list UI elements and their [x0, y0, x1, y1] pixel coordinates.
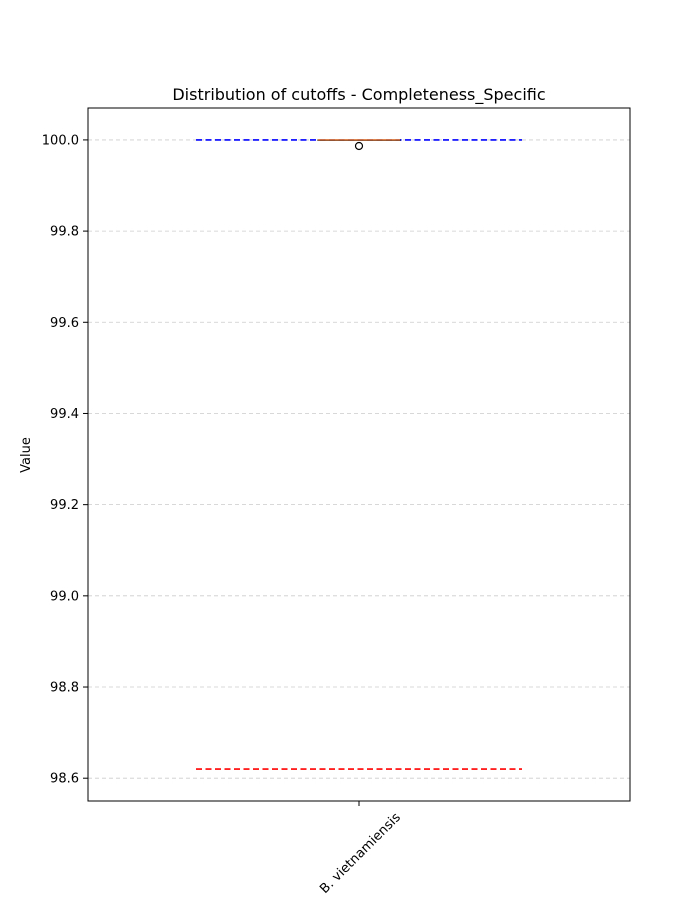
y-tick-label: 100.0 — [42, 133, 79, 148]
chart-title: Distribution of cutoffs - Completeness_S… — [172, 85, 545, 105]
box-elements — [317, 139, 401, 151]
grid-lines — [88, 139, 630, 779]
y-tick-label: 99.8 — [50, 225, 79, 240]
y-tick-label: 99.2 — [50, 498, 79, 513]
y-axis-ticks: 98.6 98.8 99.0 99.2 99.4 99.6 99.8 100.0 — [42, 133, 88, 787]
y-tick-label: 98.6 — [50, 772, 79, 787]
outlier-point — [354, 141, 364, 151]
y-tick-label: 99.0 — [50, 589, 79, 604]
reference-lines — [196, 139, 522, 770]
y-tick-label: 98.8 — [50, 681, 79, 696]
x-tick-label: B. vietnamiensis — [317, 810, 404, 897]
plot-frame — [87, 107, 631, 802]
y-axis-label: Value — [19, 437, 34, 473]
y-tick-label: 99.4 — [50, 407, 79, 422]
x-axis-ticks: B. vietnamiensis — [317, 801, 404, 897]
y-tick-label: 99.6 — [50, 316, 79, 331]
